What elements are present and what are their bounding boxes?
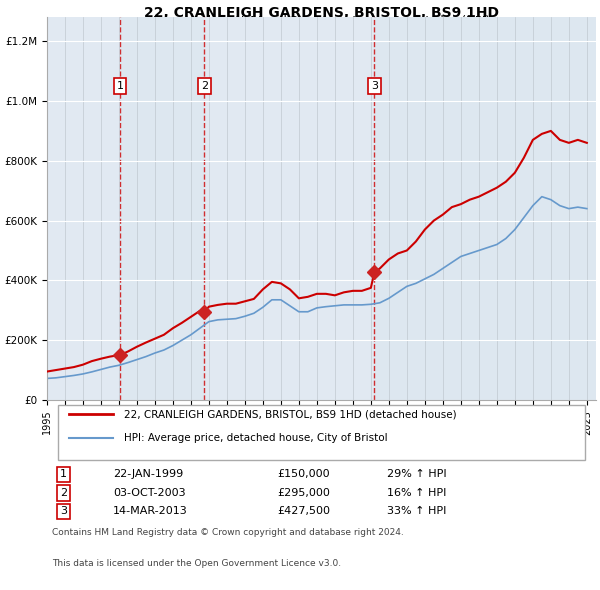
Text: 03-OCT-2003: 03-OCT-2003 xyxy=(113,488,185,498)
Text: 22, CRANLEIGH GARDENS, BRISTOL, BS9 1HD (detached house): 22, CRANLEIGH GARDENS, BRISTOL, BS9 1HD … xyxy=(124,409,457,419)
Bar xyxy=(205,17,374,400)
Text: Price paid vs. HM Land Registry's House Price Index (HPI): Price paid vs. HM Land Registry's House … xyxy=(153,15,490,28)
Text: 2: 2 xyxy=(201,81,208,91)
Bar xyxy=(374,17,596,400)
Text: £295,000: £295,000 xyxy=(277,488,331,498)
Text: This data is licensed under the Open Government Licence v3.0.: This data is licensed under the Open Gov… xyxy=(52,559,341,568)
Text: 3: 3 xyxy=(371,81,378,91)
FancyBboxPatch shape xyxy=(58,405,585,460)
Bar xyxy=(120,17,205,400)
Text: 1: 1 xyxy=(116,81,124,91)
Text: 2: 2 xyxy=(60,488,67,498)
Text: Contains HM Land Registry data © Crown copyright and database right 2024.: Contains HM Land Registry data © Crown c… xyxy=(52,529,404,537)
Text: 1: 1 xyxy=(60,469,67,479)
Text: 33% ↑ HPI: 33% ↑ HPI xyxy=(387,506,446,516)
Text: HPI: Average price, detached house, City of Bristol: HPI: Average price, detached house, City… xyxy=(124,433,388,443)
Text: 14-MAR-2013: 14-MAR-2013 xyxy=(113,506,188,516)
Text: 22, CRANLEIGH GARDENS, BRISTOL, BS9 1HD: 22, CRANLEIGH GARDENS, BRISTOL, BS9 1HD xyxy=(144,6,499,20)
Text: 22-JAN-1999: 22-JAN-1999 xyxy=(113,469,183,479)
Bar xyxy=(47,17,120,400)
Text: 16% ↑ HPI: 16% ↑ HPI xyxy=(387,488,446,498)
Text: £427,500: £427,500 xyxy=(277,506,331,516)
Text: 29% ↑ HPI: 29% ↑ HPI xyxy=(387,469,447,479)
Text: 3: 3 xyxy=(60,506,67,516)
Text: £150,000: £150,000 xyxy=(277,469,330,479)
